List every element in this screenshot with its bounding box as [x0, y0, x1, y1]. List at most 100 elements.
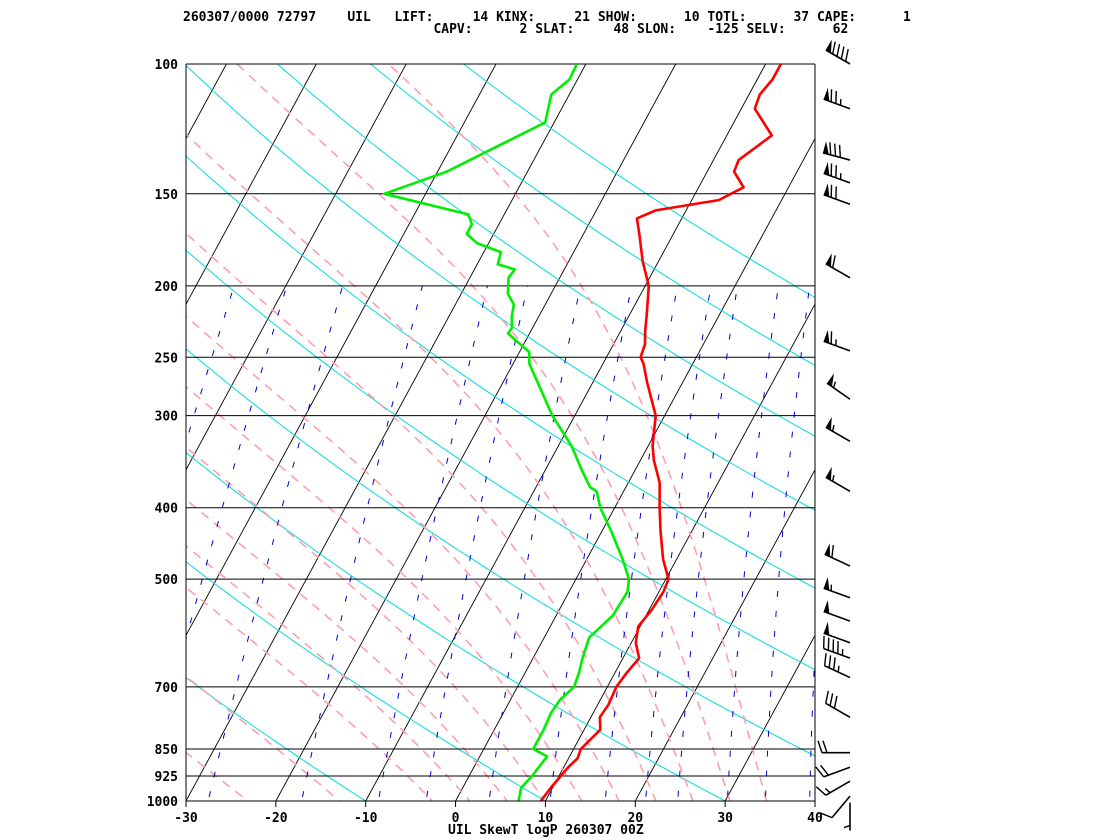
pressure-label-200: 200 [155, 280, 179, 295]
wind-barb-pennant [822, 141, 829, 155]
wind-barb-pennant [823, 621, 830, 636]
plot-frame [185, 64, 816, 807]
wind-barb [815, 780, 851, 796]
dry-adiabat-line [186, 348, 815, 757]
wind-barb-pennant [823, 183, 830, 197]
x-tick-label: 30 [717, 811, 733, 826]
pressure-label-500: 500 [155, 573, 179, 588]
x-tick-label: -30 [174, 811, 198, 826]
x-tick-label: -20 [264, 811, 288, 826]
x-tick-label: 20 [627, 811, 643, 826]
pressure-label-850: 850 [155, 743, 179, 758]
pressure-label-400: 400 [155, 502, 179, 517]
wind-barb-staff [825, 780, 851, 796]
isotherm-line [724, 634, 815, 801]
wind-barb-staff [823, 193, 851, 206]
wind-barb-flag [831, 41, 836, 55]
wind-barb-staff [823, 98, 851, 110]
mixing-ratio-line [677, 285, 738, 801]
wind-barb [825, 466, 851, 492]
wind-barb-pennant [824, 543, 831, 557]
moist-adiabat-line [186, 751, 249, 801]
x-tick-label: -10 [354, 811, 378, 826]
dewpoint-trace [382, 64, 631, 801]
wind-barb [825, 416, 851, 442]
wind-barb-flag [840, 46, 845, 60]
dry-adiabat-line [186, 561, 547, 801]
wind-barb-flag [838, 144, 842, 158]
wind-barb [823, 576, 851, 599]
wind-barb-staff [826, 382, 851, 400]
dry-adiabat-line [186, 800, 187, 801]
pressure-label-925: 925 [155, 770, 178, 785]
wind-barb [822, 635, 851, 659]
wind-barb [823, 329, 851, 352]
isotherm-line [0, 64, 47, 801]
dry-adiabat-line [277, 64, 815, 437]
wind-barb-flag [815, 766, 825, 778]
wind-barb-staff [823, 647, 851, 659]
moist-adiabat-line [236, 64, 731, 801]
wind-barb-staff [823, 610, 851, 622]
wind-barb-flag [831, 544, 835, 558]
wind-barb-staff [825, 702, 851, 719]
mixing-ratio-line [726, 285, 779, 801]
sounding-header-line-1: 260307/0000 72797 UIL LIFT: 14 KINX: 21 … [183, 10, 911, 25]
wind-barb [823, 162, 851, 184]
wind-barb-staff [823, 172, 851, 184]
wind-barb-half-flag [832, 381, 837, 388]
chart-title: UIL SkewT logP 260307 00Z [448, 823, 644, 838]
wind-barb [823, 621, 851, 644]
wind-barb-flag [823, 653, 827, 666]
sounding-header-line-2: CAPV: 2 SLAT: 48 SLON: -125 SELV: 62 [183, 22, 849, 37]
wind-barb-pennant [827, 373, 834, 387]
wind-barb-half-flag [837, 665, 840, 673]
wind-barb [815, 764, 851, 778]
wind-barb-flag [829, 142, 832, 155]
isotherm-line [814, 800, 815, 801]
background-lines [0, 64, 815, 801]
isotherm-line [186, 64, 497, 637]
wind-barb-flag [844, 48, 849, 62]
wind-barb-staff [823, 340, 851, 352]
wind-barb [825, 39, 851, 65]
moist-adiabat-line [186, 385, 583, 801]
dry-adiabat-line [186, 676, 367, 801]
moist-adiabat-line [186, 498, 509, 801]
isotherm-line [0, 64, 137, 801]
wind-barb [826, 373, 851, 400]
wind-barb-pennant [825, 466, 832, 481]
moist-adiabat-line [186, 586, 434, 801]
mixing-ratio-line [425, 285, 529, 801]
wind-barb-staff [825, 426, 851, 442]
wind-barb [843, 802, 851, 831]
wind-barb-staff [825, 49, 851, 65]
wind-barb-pennant [825, 253, 832, 267]
wind-barb-pennant [825, 416, 832, 431]
wind-barb-flag [828, 655, 832, 668]
wind-barb-flag [819, 764, 829, 776]
wind-barb [823, 183, 851, 206]
wind-barb-flag [815, 786, 827, 796]
wind-barb-flag [822, 740, 828, 753]
wind-barb-flag [825, 690, 829, 704]
moist-adiabat-line [388, 64, 768, 801]
wind-barb-flag [836, 43, 841, 57]
dry-adiabat-line [186, 64, 815, 511]
mixing-ratio-line [604, 285, 678, 801]
moist-adiabat-line [186, 232, 657, 801]
wind-barb [824, 543, 851, 567]
wind-barb [823, 600, 851, 622]
wind-barb-half-flag [831, 424, 835, 432]
wind-barb-half-flag [831, 474, 835, 482]
x-tick-label: 40 [807, 811, 823, 826]
wind-barb-staff [823, 766, 851, 778]
wind-barb [825, 690, 851, 719]
isotherm-line [186, 64, 407, 471]
wind-barb [822, 141, 851, 161]
pressure-label-700: 700 [155, 681, 179, 696]
wind-barb-pennant [823, 600, 830, 614]
pressure-label-1000: 1000 [147, 795, 178, 810]
wind-barb [819, 795, 851, 819]
